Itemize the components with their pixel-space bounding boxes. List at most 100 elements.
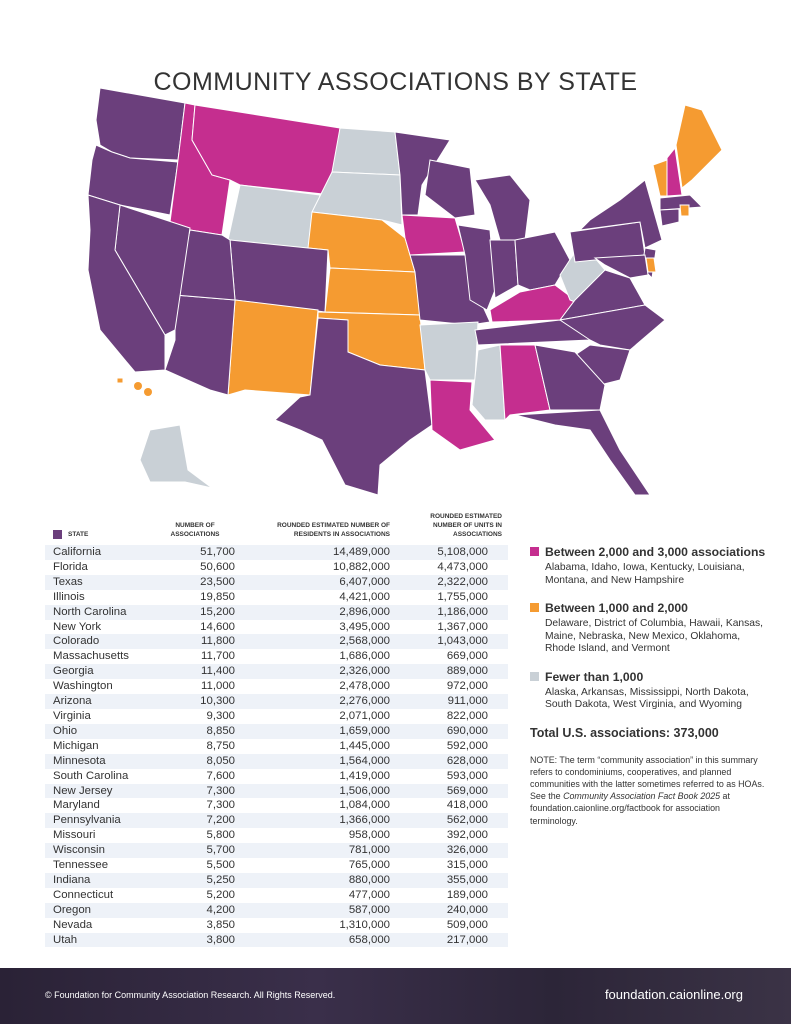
associations: 8,750 [206, 739, 235, 752]
state-nd [331, 127, 401, 176]
table-row: North Carolina 15,200 2,896,000 1,186,000 [45, 604, 508, 620]
residents: 6,407,000 [235, 574, 390, 590]
state-name: Pennsylvania [45, 813, 155, 829]
state-wy [227, 184, 321, 251]
state-nm [227, 299, 319, 396]
state-name: Ohio [45, 723, 155, 739]
table-row: Michigan 8,750 1,445,000 592,000 [45, 739, 508, 754]
state-nh [666, 146, 683, 197]
units: 355,000 [390, 872, 508, 888]
legend-states: Delaware, District of Columbia, Hawaii, … [545, 618, 764, 654]
legend-title: Between 1,000 and 2,000 [545, 601, 688, 615]
state-name: Virginia [53, 709, 91, 722]
state-name: Nevada [53, 918, 93, 931]
units: 240,000 [390, 902, 508, 918]
footer: © Foundation for Community Association R… [0, 968, 791, 1024]
residents: 1,310,000 [339, 918, 390, 931]
state-ri [679, 204, 690, 217]
table-row: New Jersey 7,300 1,506,000 569,000 [45, 783, 508, 799]
state-name: Massachusetts [53, 650, 129, 663]
units: 509,000 [446, 918, 488, 931]
residents: 958,000 [348, 829, 390, 842]
table-row: Pennsylvania 7,200 1,366,000 562,000 [45, 813, 508, 829]
residents: 1,506,000 [235, 783, 390, 799]
units: 418,000 [446, 799, 488, 812]
table-row: Utah 3,800 658,000 217,000 [45, 932, 508, 948]
residents: 10,882,000 [332, 560, 390, 573]
units: 189,000 [446, 888, 488, 901]
units: 889,000 [390, 664, 508, 680]
state-sc [574, 344, 631, 386]
orange-swatch [530, 603, 539, 612]
state-wi [424, 159, 476, 219]
state-name: Michigan [53, 739, 99, 752]
table-row: Texas 23,500 6,407,000 2,322,000 [45, 574, 508, 590]
table-row: Ohio 8,850 1,659,000 690,000 [45, 723, 508, 739]
table-row: Virginia 9,300 2,071,000 822,000 [45, 709, 508, 724]
associations: 19,850 [200, 590, 235, 603]
note-text-end: at foundation.caionline.org/factbook for… [530, 791, 730, 826]
associations: 5,800 [206, 829, 235, 842]
associations: 23,500 [155, 574, 235, 590]
units: 669,000 [446, 650, 488, 663]
units: 569,000 [390, 783, 508, 799]
residents: 477,000 [348, 888, 390, 901]
state-hi [116, 377, 124, 384]
state-table: STATE NUMBER OF ASSOCIATIONS ROUNDED EST… [45, 512, 508, 948]
table-header: STATE NUMBER OF ASSOCIATIONS ROUNDED EST… [45, 512, 508, 545]
state-in [489, 239, 519, 299]
associations: 7,600 [206, 769, 235, 782]
residents: 4,421,000 [339, 590, 390, 603]
associations: 15,200 [155, 604, 235, 620]
state-tx [274, 317, 433, 496]
residents: 765,000 [348, 859, 390, 872]
associations: 11,700 [201, 650, 235, 663]
magenta-swatch [530, 547, 539, 556]
residents: 1,419,000 [339, 769, 390, 782]
table-row: Wisconsin 5,700 781,000 326,000 [45, 843, 508, 859]
state-ms [471, 344, 506, 421]
legend-item-magenta: Between 2,000 and 3,000 associations Ala… [530, 545, 770, 587]
table-row: South Carolina 7,600 1,419,000 593,000 [45, 769, 508, 784]
associations: 7,300 [155, 783, 235, 799]
state-ga [534, 344, 606, 411]
state-hi-island [134, 382, 142, 390]
state-ma [659, 194, 704, 211]
footer-url[interactable]: foundation.caionline.org [604, 987, 743, 1002]
table-row: Illinois 19,850 4,421,000 1,755,000 [45, 590, 508, 605]
legend-title: Between 2,000 and 3,000 associations [545, 545, 766, 559]
residents: 781,000 [235, 843, 390, 859]
table-row: Arizona 10,300 2,276,000 911,000 [45, 694, 508, 709]
residents: 2,478,000 [339, 680, 390, 693]
residents: 1,366,000 [235, 813, 390, 829]
residents: 1,659,000 [235, 723, 390, 739]
table-row: Washington 11,000 2,478,000 972,000 [45, 679, 508, 694]
state-name: New York [53, 620, 102, 633]
residents: 658,000 [235, 932, 390, 948]
header-associations: NUMBER OF ASSOCIATIONS [170, 522, 220, 538]
units: 690,000 [390, 723, 508, 739]
associations: 11,000 [201, 680, 235, 693]
associations: 7,200 [155, 813, 235, 829]
legend: Between 2,000 and 3,000 associations Ala… [530, 545, 770, 827]
associations: 5,700 [155, 843, 235, 859]
residents: 880,000 [235, 872, 390, 888]
table-row: Maryland 7,300 1,084,000 418,000 [45, 798, 508, 813]
associations: 8,850 [155, 723, 235, 739]
state-ks [324, 267, 421, 316]
associations: 50,600 [200, 560, 235, 573]
units: 1,186,000 [390, 604, 508, 620]
table-row: Indiana 5,250 880,000 355,000 [45, 872, 508, 888]
state-mn [394, 131, 451, 216]
state-name: Connecticut [53, 888, 114, 901]
legend-item-orange: Between 1,000 and 2,000 Delaware, Distri… [530, 601, 770, 656]
fact-book-title: Community Association Fact Book 2025 [563, 791, 721, 802]
state-name: Washington [53, 680, 113, 693]
units: 392,000 [446, 829, 488, 842]
associations: 4,200 [155, 902, 235, 918]
residents: 3,495,000 [339, 620, 390, 633]
state-name: Florida [53, 560, 88, 573]
state-de [645, 257, 657, 273]
residents: 587,000 [235, 902, 390, 918]
state-me [675, 104, 723, 189]
